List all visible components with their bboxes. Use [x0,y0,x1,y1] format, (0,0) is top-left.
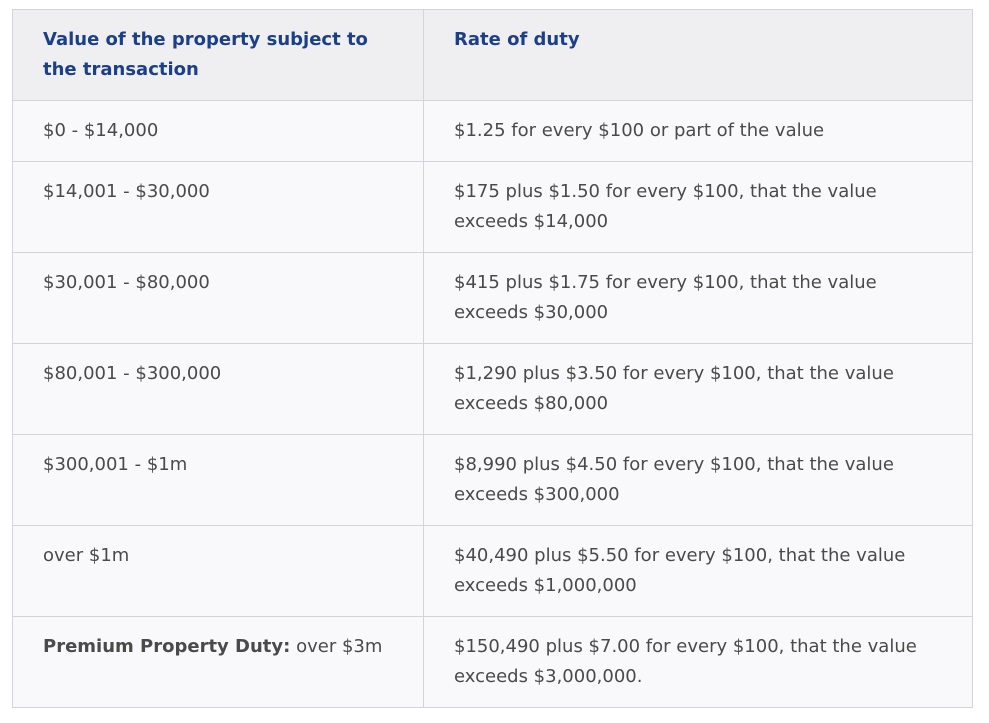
rate-of-duty-cell: $175 plus $1.50 for every $100, that the… [423,161,973,253]
rate-of-duty-cell: $8,990 plus $4.50 for every $100, that t… [423,434,973,526]
property-value-cell: $80,001 - $300,000 [12,343,424,435]
property-value-cell: Premium Property Duty: over $3m [12,616,424,708]
rate-of-duty-cell: $415 plus $1.75 for every $100, that the… [423,252,973,344]
table-row: over $1m $40,490 plus $5.50 for every $1… [12,525,973,617]
rate-of-duty-cell: $1.25 for every $100 or part of the valu… [423,100,973,162]
property-value-cell: $14,001 - $30,000 [12,161,424,253]
property-value-cell: $0 - $14,000 [12,100,424,162]
premium-property-value: over $3m [296,636,383,657]
premium-property-duty-label: Premium Property Duty: [43,636,291,657]
rate-of-duty-cell: $150,490 plus $7.00 for every $100, that… [423,616,973,708]
rate-of-duty-cell: $40,490 plus $5.50 for every $100, that … [423,525,973,617]
table-row: $80,001 - $300,000 $1,290 plus $3.50 for… [12,343,973,435]
property-value-cell: $30,001 - $80,000 [12,252,424,344]
table-row: $300,001 - $1m $8,990 plus $4.50 for eve… [12,434,973,526]
table-row: $0 - $14,000 $1.25 for every $100 or par… [12,100,973,162]
column-header-property-value: Value of the property subject to the tra… [12,9,424,101]
table-header-row: Value of the property subject to the tra… [12,9,973,101]
rate-of-duty-cell: $1,290 plus $3.50 for every $100, that t… [423,343,973,435]
duty-rates-table: Value of the property subject to the tra… [12,9,973,708]
table-row: $14,001 - $30,000 $175 plus $1.50 for ev… [12,161,973,253]
table-row: Premium Property Duty: over $3m $150,490… [12,616,973,708]
property-value-cell: over $1m [12,525,424,617]
column-header-rate-of-duty: Rate of duty [423,9,973,101]
table-row: $30,001 - $80,000 $415 plus $1.75 for ev… [12,252,973,344]
property-value-cell: $300,001 - $1m [12,434,424,526]
